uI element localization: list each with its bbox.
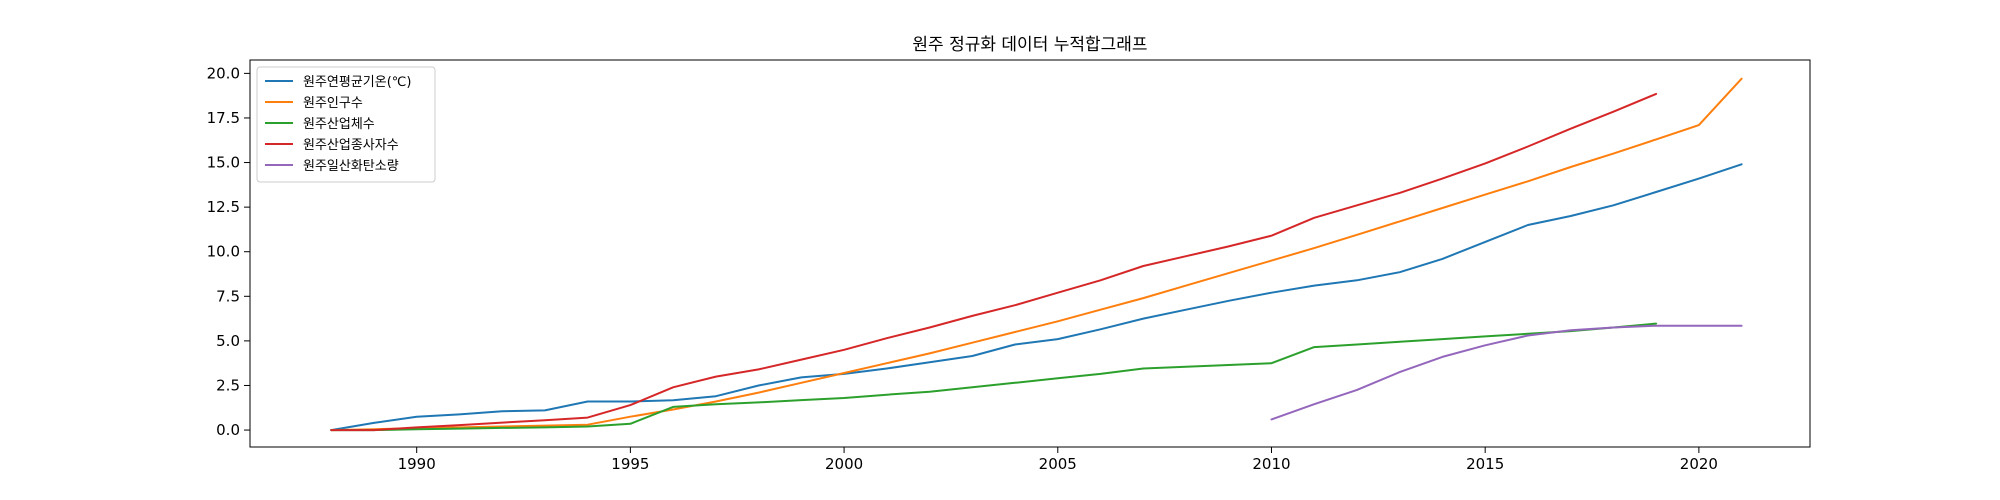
series-line-5 bbox=[1270, 324, 1743, 421]
series-line-1 bbox=[330, 163, 1743, 432]
y-tick-label: 15.0 bbox=[207, 154, 240, 172]
y-tick-label: 10.0 bbox=[207, 243, 240, 261]
x-tick-label: 1995 bbox=[611, 455, 649, 473]
x-tick-label: 2015 bbox=[1466, 455, 1504, 473]
series-line-3 bbox=[330, 322, 1658, 432]
legend-label: 원주연평균기온(℃) bbox=[303, 75, 411, 90]
y-tick-label: 7.5 bbox=[216, 287, 240, 305]
y-tick-label: 20.0 bbox=[207, 64, 240, 82]
chart-title: 원주 정규화 데이터 누적합그래프 bbox=[912, 35, 1147, 55]
legend-label: 원주산업체수 bbox=[303, 117, 375, 132]
x-tick-label: 2010 bbox=[1252, 455, 1290, 473]
x-tick-label: 2020 bbox=[1680, 455, 1718, 473]
legend-label: 원주인구수 bbox=[303, 96, 363, 111]
x-tick-label: 2000 bbox=[825, 455, 863, 473]
series-line-4 bbox=[330, 92, 1658, 432]
legend-label: 원주일산화탄소량 bbox=[303, 159, 399, 174]
plot-area-frame bbox=[249, 59, 1811, 448]
x-axis: 1990 1995 2000 2005 2010 2015 2020 bbox=[398, 447, 1718, 473]
series-line-2 bbox=[330, 77, 1743, 432]
y-axis: 0.0 2.5 5.0 7.5 10.0 12.5 15.0 17.5 20.0 bbox=[207, 64, 250, 439]
y-tick-label: 12.5 bbox=[207, 198, 240, 216]
y-tick-label: 0.0 bbox=[216, 421, 240, 439]
series-lines bbox=[330, 77, 1743, 432]
y-tick-label: 2.5 bbox=[216, 376, 240, 394]
legend-box bbox=[256, 66, 436, 183]
y-tick-label: 5.0 bbox=[216, 332, 240, 350]
x-tick-label: 1990 bbox=[398, 455, 436, 473]
y-tick-label: 17.5 bbox=[207, 109, 240, 127]
legend-label: 원주산업종사자수 bbox=[303, 138, 399, 153]
x-tick-label: 2005 bbox=[1039, 455, 1077, 473]
